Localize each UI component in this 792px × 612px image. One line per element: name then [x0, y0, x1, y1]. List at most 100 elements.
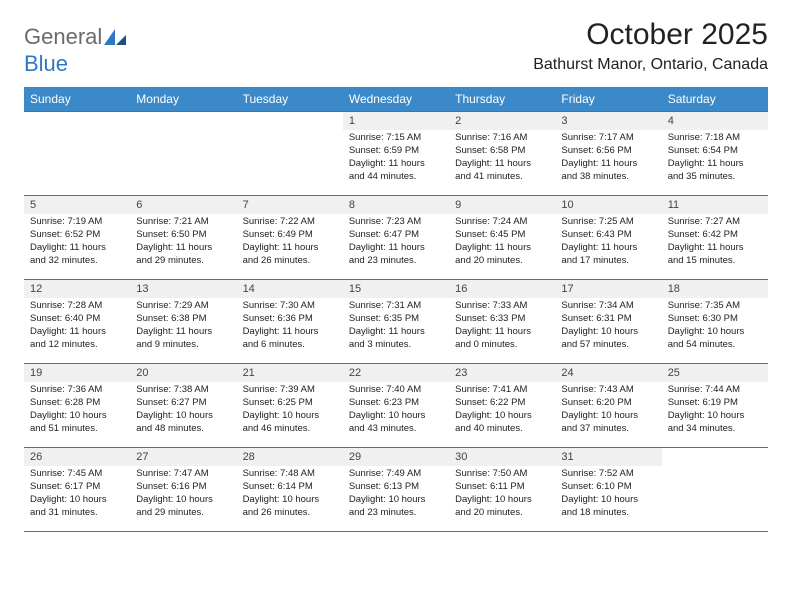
- calendar-cell: 19Sunrise: 7:36 AMSunset: 6:28 PMDayligh…: [24, 364, 130, 448]
- day-number: 6: [130, 196, 236, 214]
- calendar-row: 5Sunrise: 7:19 AMSunset: 6:52 PMDaylight…: [24, 196, 768, 280]
- calendar-cell: 5Sunrise: 7:19 AMSunset: 6:52 PMDaylight…: [24, 196, 130, 280]
- day-details: Sunrise: 7:31 AMSunset: 6:35 PMDaylight:…: [343, 298, 449, 355]
- day-details: Sunrise: 7:34 AMSunset: 6:31 PMDaylight:…: [555, 298, 661, 355]
- brand-word-2: Blue: [24, 51, 68, 76]
- day-number: 23: [449, 364, 555, 382]
- brand-text: General Blue: [24, 24, 126, 77]
- calendar-cell: 28Sunrise: 7:48 AMSunset: 6:14 PMDayligh…: [237, 448, 343, 532]
- weekday-header: Saturday: [662, 87, 768, 112]
- weekday-header: Tuesday: [237, 87, 343, 112]
- month-title: October 2025: [533, 18, 768, 52]
- day-number: 13: [130, 280, 236, 298]
- day-number: 29: [343, 448, 449, 466]
- day-number: 26: [24, 448, 130, 466]
- day-number: 17: [555, 280, 661, 298]
- calendar-cell: 26Sunrise: 7:45 AMSunset: 6:17 PMDayligh…: [24, 448, 130, 532]
- day-details: Sunrise: 7:33 AMSunset: 6:33 PMDaylight:…: [449, 298, 555, 355]
- calendar-cell: [130, 112, 236, 196]
- calendar-cell: 11Sunrise: 7:27 AMSunset: 6:42 PMDayligh…: [662, 196, 768, 280]
- day-details: Sunrise: 7:25 AMSunset: 6:43 PMDaylight:…: [555, 214, 661, 271]
- day-number: 2: [449, 112, 555, 130]
- calendar-cell: 24Sunrise: 7:43 AMSunset: 6:20 PMDayligh…: [555, 364, 661, 448]
- calendar-cell: 22Sunrise: 7:40 AMSunset: 6:23 PMDayligh…: [343, 364, 449, 448]
- calendar-cell: 9Sunrise: 7:24 AMSunset: 6:45 PMDaylight…: [449, 196, 555, 280]
- calendar-cell: 27Sunrise: 7:47 AMSunset: 6:16 PMDayligh…: [130, 448, 236, 532]
- calendar-cell: 14Sunrise: 7:30 AMSunset: 6:36 PMDayligh…: [237, 280, 343, 364]
- day-number: 3: [555, 112, 661, 130]
- calendar-cell: 29Sunrise: 7:49 AMSunset: 6:13 PMDayligh…: [343, 448, 449, 532]
- calendar-cell: 13Sunrise: 7:29 AMSunset: 6:38 PMDayligh…: [130, 280, 236, 364]
- calendar-cell: 23Sunrise: 7:41 AMSunset: 6:22 PMDayligh…: [449, 364, 555, 448]
- location-text: Bathurst Manor, Ontario, Canada: [533, 56, 768, 74]
- day-number: 20: [130, 364, 236, 382]
- calendar-cell: 16Sunrise: 7:33 AMSunset: 6:33 PMDayligh…: [449, 280, 555, 364]
- calendar-cell: 7Sunrise: 7:22 AMSunset: 6:49 PMDaylight…: [237, 196, 343, 280]
- calendar-cell: 30Sunrise: 7:50 AMSunset: 6:11 PMDayligh…: [449, 448, 555, 532]
- calendar-cell: [24, 112, 130, 196]
- day-details: Sunrise: 7:17 AMSunset: 6:56 PMDaylight:…: [555, 130, 661, 187]
- weekday-header: Sunday: [24, 87, 130, 112]
- day-details: Sunrise: 7:38 AMSunset: 6:27 PMDaylight:…: [130, 382, 236, 439]
- day-number: 11: [662, 196, 768, 214]
- day-details: Sunrise: 7:47 AMSunset: 6:16 PMDaylight:…: [130, 466, 236, 523]
- day-number: 24: [555, 364, 661, 382]
- day-number: 9: [449, 196, 555, 214]
- day-details: Sunrise: 7:22 AMSunset: 6:49 PMDaylight:…: [237, 214, 343, 271]
- calendar-cell: 20Sunrise: 7:38 AMSunset: 6:27 PMDayligh…: [130, 364, 236, 448]
- day-number: 7: [237, 196, 343, 214]
- day-details: Sunrise: 7:45 AMSunset: 6:17 PMDaylight:…: [24, 466, 130, 523]
- calendar-body: 1Sunrise: 7:15 AMSunset: 6:59 PMDaylight…: [24, 112, 768, 532]
- weekday-header: Friday: [555, 87, 661, 112]
- day-number: 31: [555, 448, 661, 466]
- day-details: Sunrise: 7:16 AMSunset: 6:58 PMDaylight:…: [449, 130, 555, 187]
- day-details: Sunrise: 7:48 AMSunset: 6:14 PMDaylight:…: [237, 466, 343, 523]
- title-block: October 2025 Bathurst Manor, Ontario, Ca…: [533, 18, 768, 74]
- calendar-row: 12Sunrise: 7:28 AMSunset: 6:40 PMDayligh…: [24, 280, 768, 364]
- calendar-cell: 2Sunrise: 7:16 AMSunset: 6:58 PMDaylight…: [449, 112, 555, 196]
- day-details: Sunrise: 7:52 AMSunset: 6:10 PMDaylight:…: [555, 466, 661, 523]
- day-details: Sunrise: 7:21 AMSunset: 6:50 PMDaylight:…: [130, 214, 236, 271]
- day-number: 5: [24, 196, 130, 214]
- day-details: Sunrise: 7:50 AMSunset: 6:11 PMDaylight:…: [449, 466, 555, 523]
- day-number: 30: [449, 448, 555, 466]
- calendar-row: 26Sunrise: 7:45 AMSunset: 6:17 PMDayligh…: [24, 448, 768, 532]
- day-details: Sunrise: 7:44 AMSunset: 6:19 PMDaylight:…: [662, 382, 768, 439]
- day-number: 25: [662, 364, 768, 382]
- calendar-row: 1Sunrise: 7:15 AMSunset: 6:59 PMDaylight…: [24, 112, 768, 196]
- day-details: Sunrise: 7:27 AMSunset: 6:42 PMDaylight:…: [662, 214, 768, 271]
- calendar-cell: 25Sunrise: 7:44 AMSunset: 6:19 PMDayligh…: [662, 364, 768, 448]
- day-details: Sunrise: 7:39 AMSunset: 6:25 PMDaylight:…: [237, 382, 343, 439]
- calendar-cell: 6Sunrise: 7:21 AMSunset: 6:50 PMDaylight…: [130, 196, 236, 280]
- day-number: 28: [237, 448, 343, 466]
- calendar-cell: 1Sunrise: 7:15 AMSunset: 6:59 PMDaylight…: [343, 112, 449, 196]
- calendar-cell: 12Sunrise: 7:28 AMSunset: 6:40 PMDayligh…: [24, 280, 130, 364]
- brand-word-1: General: [24, 24, 102, 49]
- day-number: 16: [449, 280, 555, 298]
- day-number: 22: [343, 364, 449, 382]
- day-number: 15: [343, 280, 449, 298]
- brand-logo: General Blue: [24, 18, 126, 77]
- weekday-header: Monday: [130, 87, 236, 112]
- day-details: Sunrise: 7:40 AMSunset: 6:23 PMDaylight:…: [343, 382, 449, 439]
- day-details: Sunrise: 7:24 AMSunset: 6:45 PMDaylight:…: [449, 214, 555, 271]
- day-number: 1: [343, 112, 449, 130]
- day-details: Sunrise: 7:41 AMSunset: 6:22 PMDaylight:…: [449, 382, 555, 439]
- calendar-cell: 17Sunrise: 7:34 AMSunset: 6:31 PMDayligh…: [555, 280, 661, 364]
- day-details: Sunrise: 7:18 AMSunset: 6:54 PMDaylight:…: [662, 130, 768, 187]
- day-details: Sunrise: 7:35 AMSunset: 6:30 PMDaylight:…: [662, 298, 768, 355]
- day-details: Sunrise: 7:19 AMSunset: 6:52 PMDaylight:…: [24, 214, 130, 271]
- day-number: 21: [237, 364, 343, 382]
- calendar-cell: 3Sunrise: 7:17 AMSunset: 6:56 PMDaylight…: [555, 112, 661, 196]
- calendar-cell: 15Sunrise: 7:31 AMSunset: 6:35 PMDayligh…: [343, 280, 449, 364]
- day-number: 19: [24, 364, 130, 382]
- day-number: 4: [662, 112, 768, 130]
- calendar-cell: 10Sunrise: 7:25 AMSunset: 6:43 PMDayligh…: [555, 196, 661, 280]
- day-number: 10: [555, 196, 661, 214]
- day-number: 27: [130, 448, 236, 466]
- day-number: 12: [24, 280, 130, 298]
- calendar-cell: 8Sunrise: 7:23 AMSunset: 6:47 PMDaylight…: [343, 196, 449, 280]
- calendar-cell: 21Sunrise: 7:39 AMSunset: 6:25 PMDayligh…: [237, 364, 343, 448]
- day-number: 14: [237, 280, 343, 298]
- calendar-cell: 31Sunrise: 7:52 AMSunset: 6:10 PMDayligh…: [555, 448, 661, 532]
